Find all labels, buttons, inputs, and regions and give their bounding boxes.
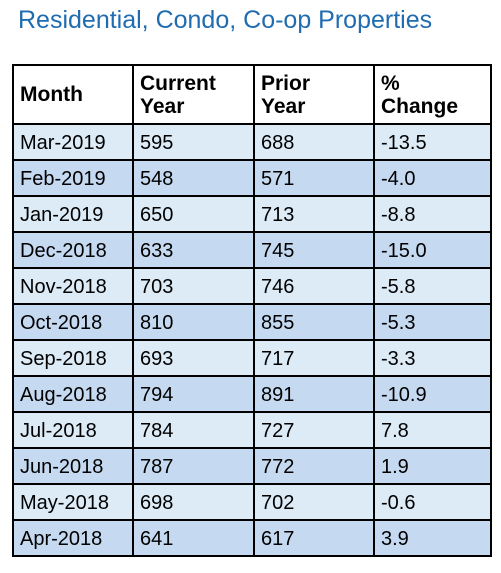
percent-change-cell: -8.8 bbox=[373, 195, 492, 233]
current-year-cell: 794 bbox=[132, 375, 255, 413]
table-row: Feb-2019 548 571 -4.0 bbox=[12, 159, 492, 197]
prior-year-cell: 688 bbox=[253, 123, 375, 161]
prior-year-cell: 727 bbox=[253, 411, 375, 449]
current-year-cell: 641 bbox=[132, 519, 255, 557]
header-percent-change: % Change bbox=[373, 64, 492, 125]
percent-change-cell: -5.3 bbox=[373, 303, 492, 341]
table-row: Jan-2019 650 713 -8.8 bbox=[12, 195, 492, 233]
table-row: Aug-2018 794 891 -10.9 bbox=[12, 375, 492, 413]
prior-year-cell: 746 bbox=[253, 267, 375, 305]
percent-change-cell: 1.9 bbox=[373, 447, 492, 485]
current-year-cell: 810 bbox=[132, 303, 255, 341]
month-cell: Aug-2018 bbox=[12, 375, 134, 413]
table-row: Apr-2018 641 617 3.9 bbox=[12, 519, 492, 557]
current-year-cell: 633 bbox=[132, 231, 255, 269]
current-year-cell: 698 bbox=[132, 483, 255, 521]
table-row: Mar-2019 595 688 -13.5 bbox=[12, 123, 492, 161]
header-current-year: Current Year bbox=[132, 64, 255, 125]
percent-change-cell: 3.9 bbox=[373, 519, 492, 557]
prior-year-cell: 571 bbox=[253, 159, 375, 197]
month-cell: Jan-2019 bbox=[12, 195, 134, 233]
current-year-cell: 650 bbox=[132, 195, 255, 233]
month-cell: May-2018 bbox=[12, 483, 134, 521]
table-row: Jun-2018 787 772 1.9 bbox=[12, 447, 492, 485]
month-cell: Nov-2018 bbox=[12, 267, 134, 305]
table-row: May-2018 698 702 -0.6 bbox=[12, 483, 492, 521]
month-cell: Sep-2018 bbox=[12, 339, 134, 377]
table-row: Sep-2018 693 717 -3.3 bbox=[12, 339, 492, 377]
prior-year-cell: 891 bbox=[253, 375, 375, 413]
percent-change-cell: -3.3 bbox=[373, 339, 492, 377]
table-row: Oct-2018 810 855 -5.3 bbox=[12, 303, 492, 341]
current-year-cell: 548 bbox=[132, 159, 255, 197]
properties-table: Month Current Year Prior Year % Change Mar-… bbox=[12, 64, 492, 557]
prior-year-cell: 702 bbox=[253, 483, 375, 521]
table-row: Dec-2018 633 745 -15.0 bbox=[12, 231, 492, 269]
current-year-cell: 595 bbox=[132, 123, 255, 161]
table-row: Jul-2018 784 727 7.8 bbox=[12, 411, 492, 449]
month-cell: Jul-2018 bbox=[12, 411, 134, 449]
percent-change-cell: 7.8 bbox=[373, 411, 492, 449]
percent-change-cell: -15.0 bbox=[373, 231, 492, 269]
month-cell: Feb-2019 bbox=[12, 159, 134, 197]
month-cell: Mar-2019 bbox=[12, 123, 134, 161]
current-year-cell: 784 bbox=[132, 411, 255, 449]
month-cell: Apr-2018 bbox=[12, 519, 134, 557]
percent-change-cell: -4.0 bbox=[373, 159, 492, 197]
table-body: Mar-2019 595 688 -13.5 Feb-2019 548 571 -4.0 Jan… bbox=[12, 123, 492, 557]
percent-change-cell: -10.9 bbox=[373, 375, 492, 413]
prior-year-cell: 772 bbox=[253, 447, 375, 485]
month-cell: Jun-2018 bbox=[12, 447, 134, 485]
prior-year-cell: 855 bbox=[253, 303, 375, 341]
month-cell: Dec-2018 bbox=[12, 231, 134, 269]
percent-change-cell: -13.5 bbox=[373, 123, 492, 161]
month-cell: Oct-2018 bbox=[12, 303, 134, 341]
prior-year-cell: 713 bbox=[253, 195, 375, 233]
prior-year-cell: 745 bbox=[253, 231, 375, 269]
current-year-cell: 787 bbox=[132, 447, 255, 485]
prior-year-cell: 617 bbox=[253, 519, 375, 557]
percent-change-cell: -5.8 bbox=[373, 267, 492, 305]
header-row: Month Current Year Prior Year % Change bbox=[12, 64, 492, 125]
page-title: Residential, Condo, Co-op Properties bbox=[18, 6, 433, 34]
percent-change-cell: -0.6 bbox=[373, 483, 492, 521]
current-year-cell: 703 bbox=[132, 267, 255, 305]
current-year-cell: 693 bbox=[132, 339, 255, 377]
table-row: Nov-2018 703 746 -5.8 bbox=[12, 267, 492, 305]
prior-year-cell: 717 bbox=[253, 339, 375, 377]
header-month: Month bbox=[12, 64, 134, 125]
header-prior-year: Prior Year bbox=[253, 64, 375, 125]
